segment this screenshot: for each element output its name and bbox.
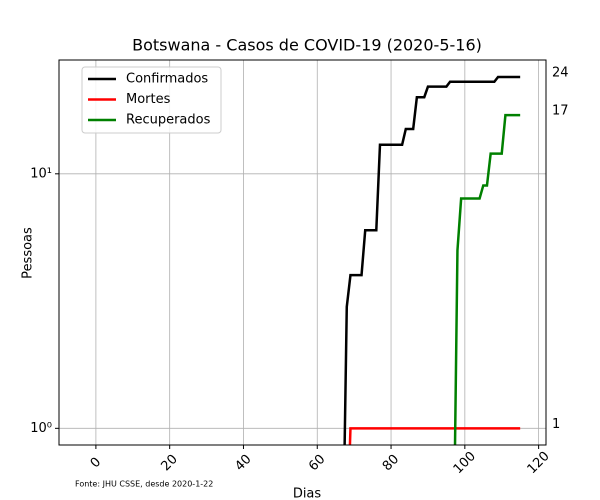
x-axis-label: Dias: [293, 487, 322, 500]
legend-label: Recuperados: [126, 113, 211, 128]
legend-label: Confirmados: [126, 72, 208, 87]
series-line: [343, 75, 521, 445]
legend-label: Mortes: [126, 92, 171, 107]
y-tick-label: 10⁰: [30, 421, 52, 436]
chart-title: Botswana - Casos de COVID-19 (2020-5-16): [132, 36, 482, 55]
y-axis-label: Pessoas: [21, 227, 36, 279]
plot-area: [343, 75, 521, 445]
footnote: Fonte: JHU CSSE, desde 2020-1-22: [75, 480, 213, 489]
end-label: 17: [552, 104, 569, 119]
series-line: [348, 427, 521, 445]
axes-frame: [58, 59, 547, 446]
end-label: 1: [552, 417, 560, 432]
y-tick-label: 10¹: [30, 166, 52, 181]
legend-box: [81, 66, 222, 134]
end-label: 24: [552, 66, 569, 81]
